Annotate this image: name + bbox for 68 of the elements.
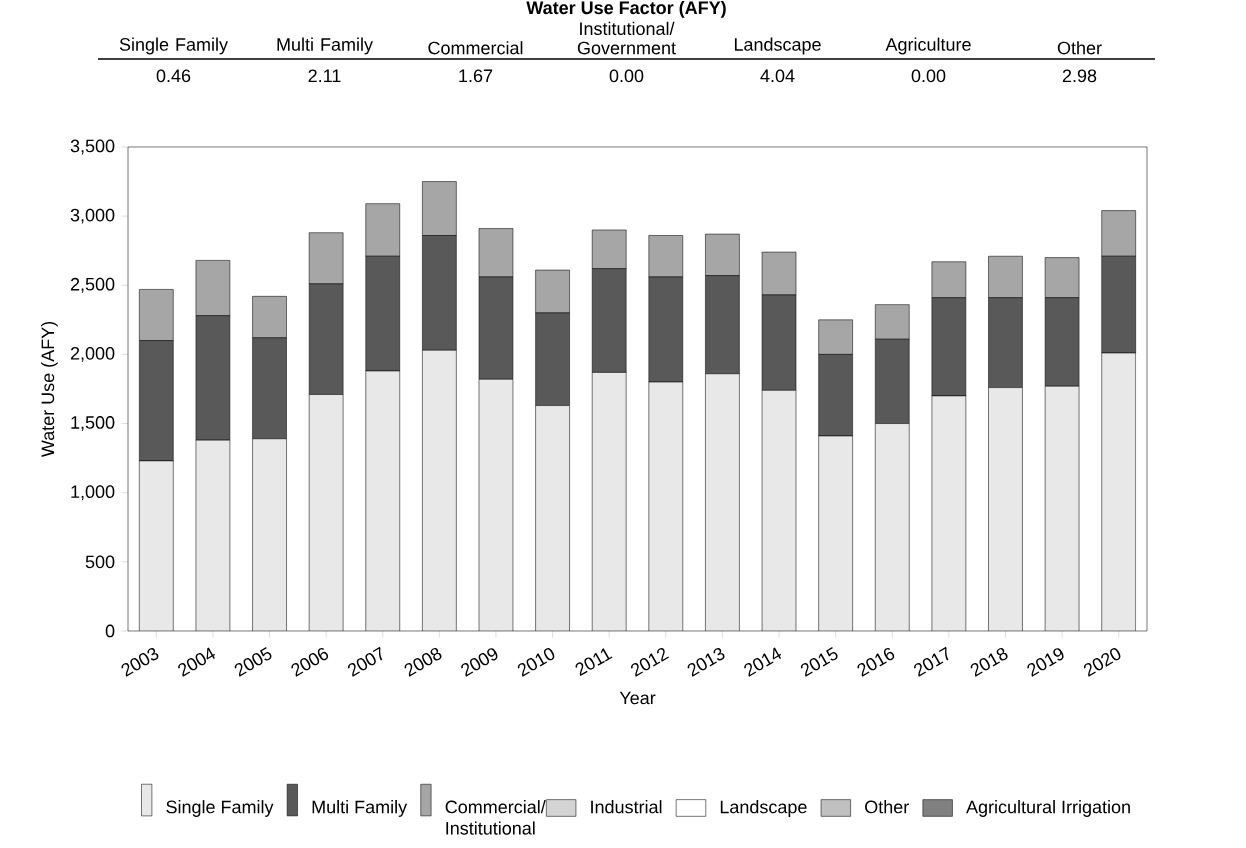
bar [988,387,1023,631]
bar [1101,352,1136,631]
x-tick-label: 2003 [121,648,159,677]
y-tick-label: 3,000 [70,208,115,224]
x-tick-label: 2020 [1083,648,1121,677]
x-tick-label: 2008 [404,648,442,677]
legend-label: Commercial/ Institutional [445,800,546,835]
x-tick-label: 2017 [914,646,949,677]
y-tick-label: 1,500 [71,416,115,431]
text: 0.46 [156,69,191,83]
x-tick-label: 2004 [178,647,216,677]
category-label: Institutional/ Government [577,21,676,55]
bar [252,438,287,631]
bar [365,371,400,631]
y-tick-label: 2,000 [70,346,115,362]
text: 0.00 [609,69,644,83]
x-tick-label: 2013 [687,648,725,677]
y-tick-label: 2,500 [70,277,115,293]
bar [1045,386,1080,631]
legend-label: Agricultural Irrigation [966,800,1130,817]
bar [818,436,853,631]
legend-label: Single Family [166,800,274,817]
y-tick-label: 1,000 [71,485,115,501]
bar [592,372,627,631]
x-tick-label: 2010 [517,648,555,677]
bar [139,460,174,631]
bar [309,394,344,631]
x-tick-label: 2015 [800,647,838,677]
y-tick-label: 500 [85,555,115,569]
text: 1.67 [459,69,493,83]
bar [422,350,457,631]
x-tick-label: 2016 [857,647,895,677]
text: 2.11 [308,69,341,82]
bar [705,373,740,631]
bar [875,423,910,631]
category-label: Multi Family [277,37,373,55]
bar [535,405,570,631]
bar [195,440,230,631]
y-tick-label: 3,500 [70,139,115,155]
legend-label: Multi Family [312,800,408,817]
x-tick-label: 2006 [291,647,329,677]
text: Water Use Factor (AFY) [526,0,726,18]
category-label: Single Family [119,37,228,55]
x-tick-label: 2018 [970,648,1008,677]
legend-label: Landscape [720,800,807,817]
x-tick-label: 2007 [347,646,383,677]
bar [478,379,513,631]
category-label: Landscape [734,37,821,55]
x-tick-label: 2012 [631,647,670,677]
bar [931,395,966,631]
legend-label: Industrial [591,800,662,814]
x-tick-label: 2019 [1027,648,1064,677]
text: 4.04 [760,69,795,83]
text: 2.98 [1062,69,1097,83]
x-tick-label: 2014 [744,647,782,677]
text: 0.00 [911,69,946,83]
bar [648,382,683,631]
category-label: Other [1057,41,1102,55]
y-axis-title: Water Use (AFY) [40,321,58,458]
category-label: Agriculture [885,37,971,55]
x-tick-label: 2011 [575,648,613,677]
legend-label: Other [865,800,909,814]
x-tick-label: 2005 [234,647,272,677]
y-tick-label: 0 [105,624,115,638]
bar [762,390,797,631]
x-tick-label: 2009 [461,648,498,677]
category-label: Commercial [428,41,523,55]
x-axis-title: Year [619,691,656,705]
